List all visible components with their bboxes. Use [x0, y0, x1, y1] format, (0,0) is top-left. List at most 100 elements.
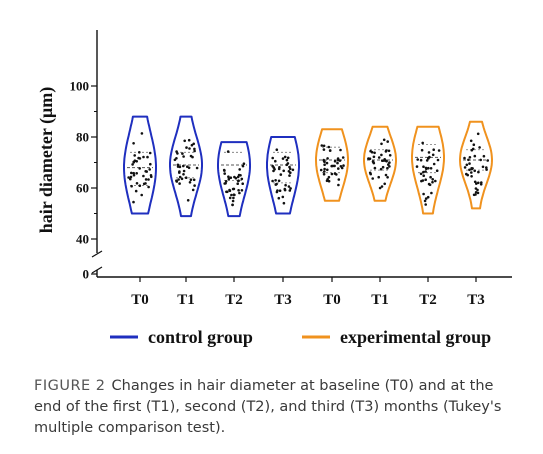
- data-point: [178, 182, 181, 185]
- data-point: [322, 148, 326, 151]
- violin-outline: [363, 125, 397, 202]
- data-point: [415, 165, 419, 168]
- data-point: [149, 162, 152, 166]
- data-point: [184, 176, 188, 179]
- data-point: [239, 174, 242, 177]
- data-point: [468, 156, 472, 159]
- data-point: [281, 195, 285, 199]
- data-point: [473, 154, 477, 158]
- data-point: [138, 151, 141, 154]
- violin-control-T2: [217, 141, 251, 218]
- data-point: [178, 175, 182, 179]
- data-point: [330, 172, 334, 176]
- caption-text: Changes in hair diameter at baseline (T0…: [34, 378, 502, 436]
- data-point: [286, 162, 290, 165]
- data-point: [132, 142, 135, 145]
- data-point: [323, 160, 326, 163]
- data-point: [387, 163, 390, 166]
- data-point: [429, 167, 433, 170]
- data-point: [193, 184, 196, 187]
- data-point: [377, 156, 381, 159]
- category-label: T1: [371, 292, 389, 308]
- data-point: [192, 178, 196, 182]
- violin-experimental-T1: [363, 125, 397, 202]
- data-point: [386, 166, 389, 170]
- data-point: [237, 179, 240, 182]
- data-point: [195, 166, 199, 170]
- data-point: [236, 175, 240, 179]
- data-point: [481, 165, 485, 169]
- data-point: [387, 149, 391, 153]
- data-point: [422, 170, 425, 174]
- data-point: [385, 159, 388, 163]
- data-point: [282, 201, 286, 205]
- data-point: [463, 156, 466, 160]
- data-point: [434, 179, 437, 183]
- data-point: [129, 175, 133, 179]
- data-point: [237, 189, 240, 192]
- violin-outline: [266, 136, 300, 215]
- data-point: [271, 179, 274, 183]
- data-point: [382, 138, 386, 142]
- data-point: [470, 171, 473, 174]
- data-point: [467, 158, 470, 162]
- data-point: [370, 150, 374, 154]
- data-point: [416, 158, 420, 161]
- y-tick-label: 100: [70, 79, 90, 94]
- data-point: [278, 189, 282, 192]
- data-point: [236, 182, 239, 185]
- data-point: [183, 139, 186, 143]
- data-point: [175, 150, 178, 153]
- violin-control-T3: [266, 136, 300, 215]
- data-point: [425, 159, 429, 162]
- data-point: [288, 174, 291, 177]
- data-point: [424, 170, 427, 173]
- data-point: [231, 203, 234, 207]
- data-point: [431, 178, 435, 181]
- data-point: [291, 168, 295, 172]
- data-point: [282, 169, 286, 173]
- data-point: [422, 165, 425, 168]
- category-label: T3: [467, 292, 485, 308]
- data-point: [279, 173, 283, 176]
- data-point: [178, 165, 182, 169]
- data-point: [368, 171, 372, 175]
- data-point: [274, 183, 278, 186]
- data-point: [275, 148, 279, 151]
- data-point: [323, 163, 326, 166]
- data-point: [234, 176, 238, 180]
- data-point: [432, 148, 436, 151]
- data-point: [175, 157, 178, 160]
- data-point: [323, 170, 326, 173]
- data-point: [226, 150, 230, 153]
- data-point: [471, 147, 475, 151]
- data-point: [223, 182, 226, 185]
- data-point: [278, 166, 281, 169]
- data-point: [377, 175, 381, 179]
- category-label: T2: [419, 292, 437, 308]
- data-point: [338, 159, 342, 162]
- data-point: [283, 188, 287, 192]
- data-point: [187, 138, 191, 142]
- data-point: [328, 149, 332, 152]
- data-point: [181, 152, 184, 155]
- data-point: [479, 158, 483, 162]
- y-tick-label: 40: [76, 232, 89, 247]
- data-point: [132, 160, 136, 164]
- data-point: [148, 151, 152, 155]
- data-point: [469, 139, 473, 143]
- data-point: [371, 177, 375, 180]
- data-point: [327, 179, 331, 183]
- data-point: [277, 179, 281, 183]
- violin-outline: [169, 115, 203, 218]
- data-point: [319, 168, 323, 172]
- data-point: [423, 199, 427, 203]
- data-point: [470, 175, 473, 178]
- data-point: [240, 177, 244, 181]
- data-point: [465, 172, 468, 176]
- data-point: [228, 196, 232, 200]
- data-point: [477, 170, 480, 174]
- data-point: [288, 189, 292, 192]
- axis-break-mark: [91, 266, 103, 274]
- data-point: [427, 157, 430, 160]
